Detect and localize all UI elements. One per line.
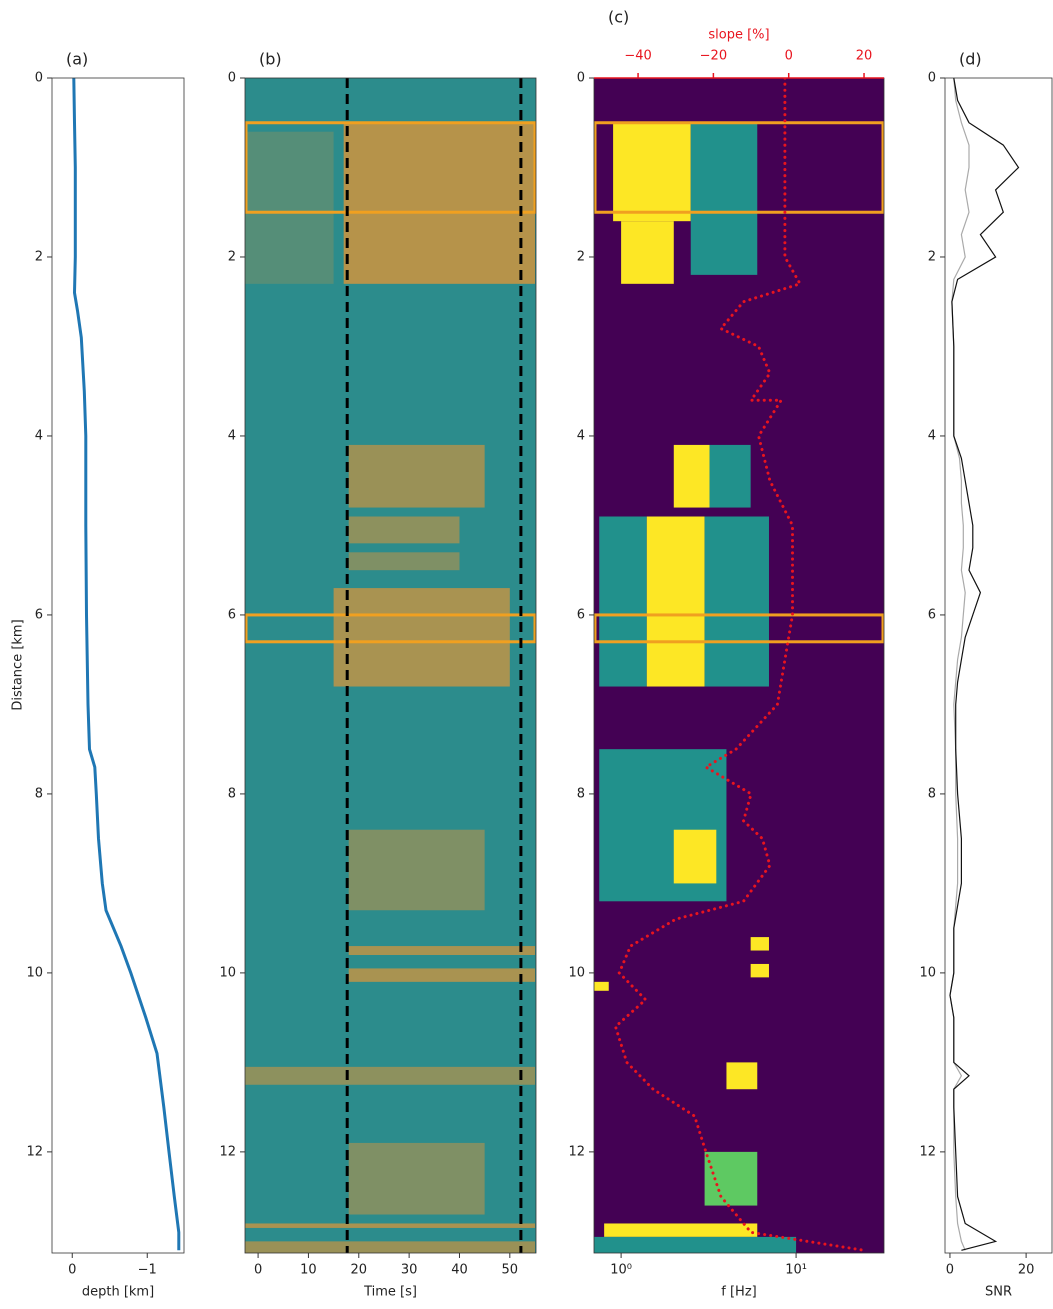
intensity-block	[348, 516, 460, 544]
intensity-block	[709, 444, 751, 508]
x-tick-label: 10⁰	[610, 1263, 632, 1278]
intensity-block	[333, 588, 510, 687]
x-tick-label: 0	[946, 1263, 954, 1278]
y-tick-label: 10	[568, 965, 585, 980]
x-tick-label: 30	[401, 1263, 418, 1278]
intensity-block	[613, 122, 691, 222]
intensity-block	[348, 552, 460, 571]
y-tick-label: 8	[35, 786, 43, 801]
y-tick-label: 6	[35, 607, 43, 622]
x-axis-label: SNR	[985, 1285, 1012, 1300]
plot-area	[949, 78, 1020, 1251]
y-tick-label: 12	[568, 1144, 585, 1159]
x-tick-label: 50	[502, 1263, 519, 1278]
data-line	[949, 78, 970, 1251]
y-tick-label: 6	[928, 607, 936, 622]
plot-area	[594, 78, 884, 1253]
y-tick-label: 4	[35, 428, 43, 443]
y-tick-label: 12	[219, 1144, 236, 1159]
y-tick-label: 6	[577, 607, 585, 622]
highlight-box	[245, 121, 536, 214]
intensity-block	[348, 1142, 485, 1215]
intensity-block	[690, 122, 758, 275]
panel-label: (c)	[608, 8, 629, 27]
intensity-block	[245, 1223, 535, 1228]
intensity-block	[245, 131, 334, 284]
y-tick-label: 12	[26, 1144, 43, 1159]
y-tick-label: 6	[228, 607, 236, 622]
y-tick-label: 2	[928, 249, 936, 264]
intensity-block	[245, 1066, 535, 1085]
y-tick-label: 10	[919, 965, 936, 980]
x-tick-label: 20	[1018, 1263, 1035, 1278]
x-tick-label: 0	[254, 1263, 262, 1278]
highlight-box	[594, 121, 884, 214]
x2-tick-label: −40	[624, 49, 651, 64]
y-tick-label: 12	[919, 1144, 936, 1159]
y-tick-label: 8	[577, 786, 585, 801]
plot-area	[72, 78, 181, 1251]
x2-tick-label: 0	[785, 49, 793, 64]
intensity-block	[704, 1151, 758, 1206]
intensity-block	[343, 122, 535, 284]
y-tick-label: 2	[228, 249, 236, 264]
x-axis-label: f [Hz]	[721, 1285, 756, 1300]
data-line	[613, 78, 866, 1252]
y-axis-label: Distance [km]	[11, 619, 26, 710]
panel-label: (d)	[959, 50, 982, 69]
highlight-box	[594, 613, 884, 644]
y-tick-label: 0	[228, 71, 236, 86]
intensity-block	[604, 1223, 758, 1237]
x2-tick-label: 20	[856, 49, 873, 64]
x-tick-label: 0	[68, 1263, 76, 1278]
intensity-block	[750, 937, 769, 951]
y-tick-label: 2	[577, 249, 585, 264]
y-tick-label: 8	[228, 786, 236, 801]
y-tick-label: 4	[928, 428, 936, 443]
data-line	[949, 78, 1020, 1251]
y-tick-label: 0	[928, 71, 936, 86]
x2-tick-label: −20	[700, 49, 727, 64]
intensity-block	[704, 516, 769, 687]
y-tick-label: 0	[35, 71, 43, 86]
x-tick-label: 10¹	[785, 1263, 807, 1278]
x-axis-label: Time [s]	[363, 1285, 417, 1300]
intensity-block	[646, 516, 705, 687]
intensity-block	[245, 1241, 535, 1253]
panel-label: (a)	[66, 50, 88, 69]
x-tick-label: 20	[351, 1263, 368, 1278]
y-tick-label: 10	[219, 965, 236, 980]
intensity-block	[621, 221, 674, 284]
intensity-block	[750, 963, 769, 978]
y-tick-label: 4	[577, 428, 585, 443]
intensity-block	[673, 444, 710, 508]
intensity-block	[594, 981, 609, 991]
frame	[51, 77, 185, 1254]
y-tick-label: 0	[577, 71, 585, 86]
x-tick-label: 40	[451, 1263, 468, 1278]
x-tick-label: 10	[300, 1263, 317, 1278]
intensity-block	[348, 946, 535, 955]
intensity-block	[348, 444, 485, 508]
y-tick-label: 8	[928, 786, 936, 801]
intensity-block	[594, 1236, 797, 1253]
frame	[944, 77, 1053, 1254]
x-axis-label: depth [km]	[82, 1285, 154, 1300]
x-tick-label: −1	[138, 1263, 157, 1278]
intensity-block	[673, 829, 717, 884]
intensity-block	[348, 829, 485, 911]
y-tick-label: 2	[35, 249, 43, 264]
highlight-box	[245, 613, 536, 644]
frame	[244, 77, 537, 1254]
data-line	[72, 78, 181, 1251]
intensity-block	[348, 968, 535, 982]
intensity-block	[599, 516, 647, 687]
panel-label: (b)	[259, 50, 282, 69]
y-tick-label: 10	[26, 965, 43, 980]
x2-axis-label: slope [%]	[708, 28, 769, 43]
plot-area	[245, 78, 536, 1253]
y-tick-label: 4	[228, 428, 236, 443]
intensity-block	[726, 1062, 758, 1090]
